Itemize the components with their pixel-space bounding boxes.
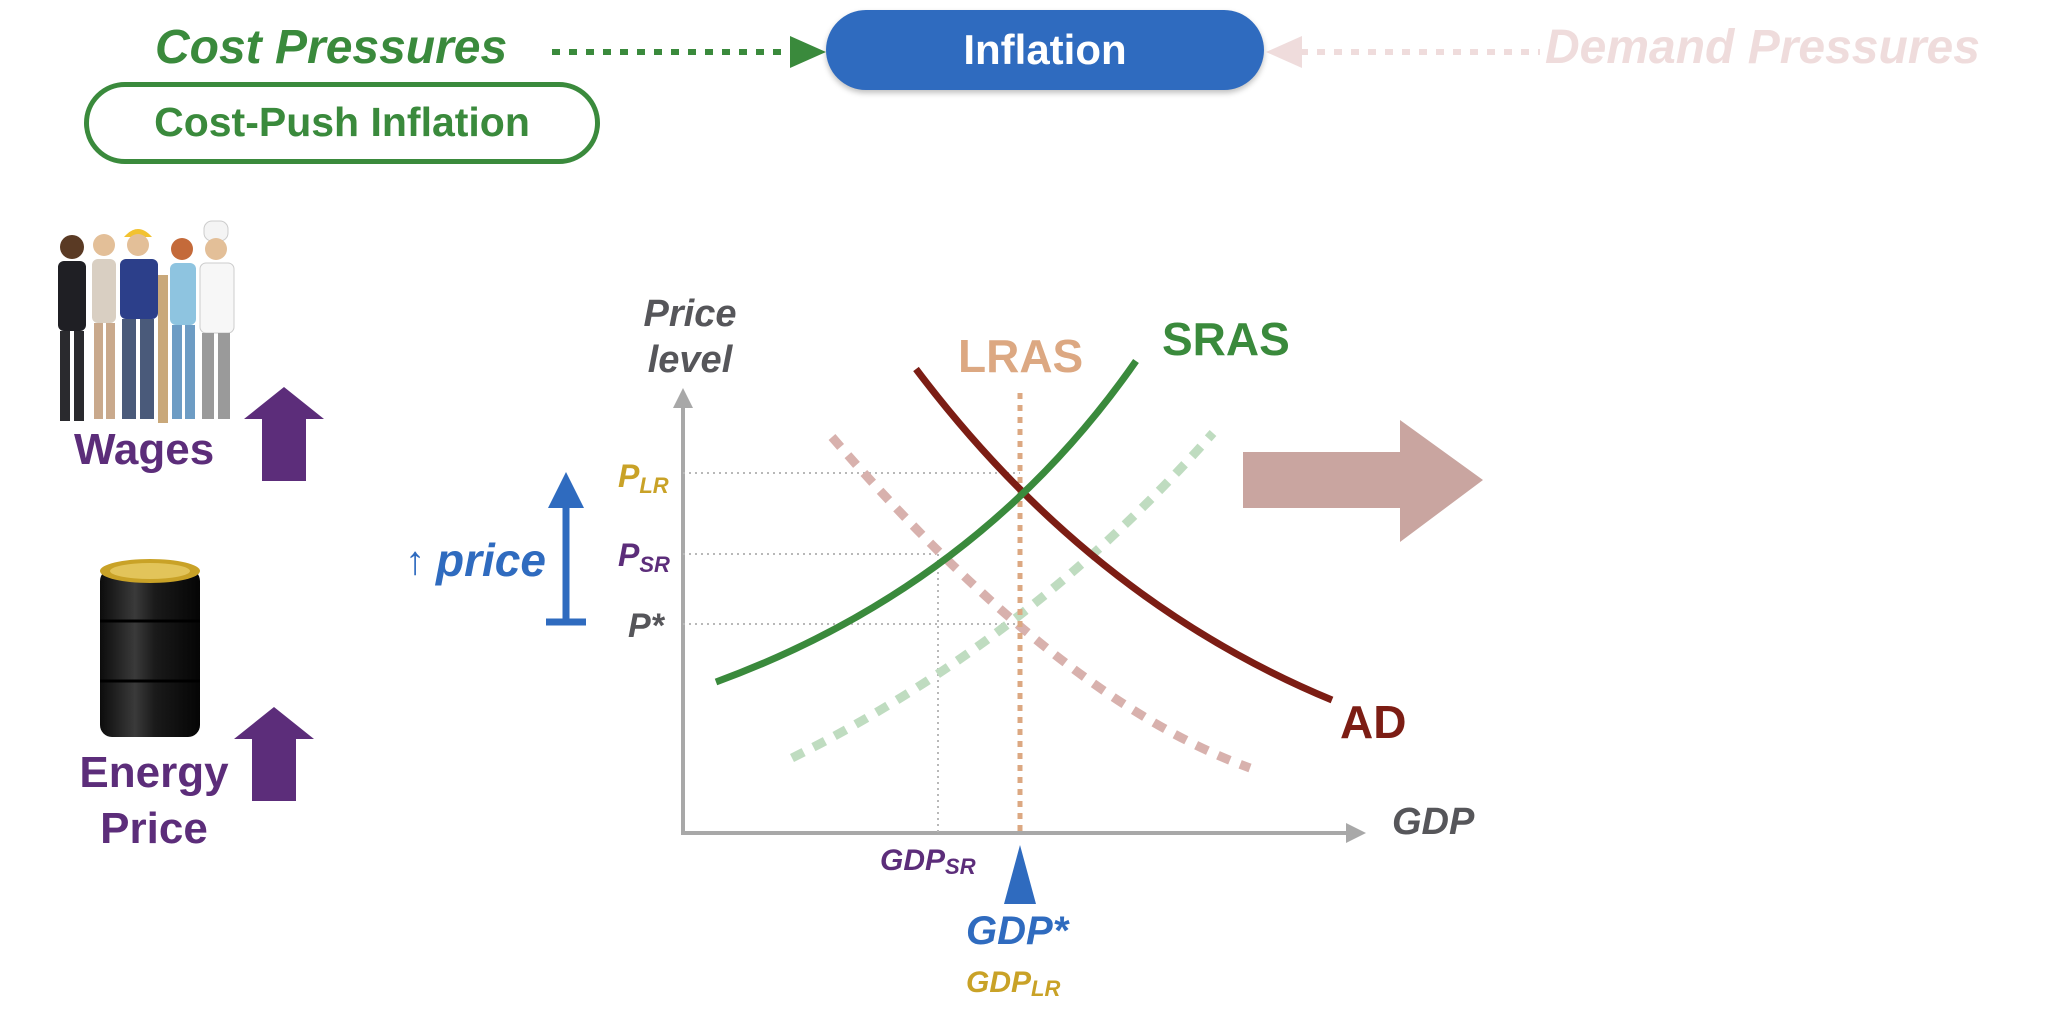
axes <box>673 388 1366 843</box>
energy-price-up-arrow-icon <box>234 707 314 801</box>
sras-curve <box>714 358 1139 686</box>
sras-label: SRAS <box>1162 313 1290 365</box>
p-sr-main: P <box>618 537 640 573</box>
gdp-lr-sub: LR <box>1031 976 1060 1001</box>
worker-businesswoman <box>58 235 86 421</box>
wages-up-arrow-icon <box>244 387 324 481</box>
y-axis-label-line1: Price <box>644 293 737 335</box>
inflation-badge <box>826 10 1264 90</box>
gdp-sr-label: GDPSR <box>880 844 976 879</box>
previous-ad-curve <box>828 434 1252 773</box>
p-lr-main: P <box>618 458 640 494</box>
gdp-lr-main: GDP <box>966 966 1032 999</box>
x-axis-label: GDP <box>1392 801 1475 843</box>
gdp-star-marker-icon <box>1004 845 1036 904</box>
wages-label: Wages <box>74 425 215 474</box>
x-axis-arrowhead <box>1346 823 1366 843</box>
p-star-label: P* <box>628 607 666 645</box>
gdp-lr-label: GDPLR <box>966 966 1060 1001</box>
cost-pressures-label: Cost Pressures <box>155 21 508 74</box>
ad-curve <box>913 366 1334 704</box>
energy-price-label: Energy Price <box>66 745 242 857</box>
guide-lines <box>683 472 1020 833</box>
cost-push-inflation-label: Cost-Push Inflation <box>154 99 530 145</box>
gdp-sr-main: GDP <box>880 844 946 877</box>
cost-push-box <box>84 82 600 164</box>
price-change-label: price <box>434 534 546 586</box>
price-increase-indicator <box>546 472 586 626</box>
gdp-star-label: GDP* <box>966 909 1071 953</box>
demand-pressures-arrow <box>1266 36 1540 68</box>
p-sr-label: PSR <box>618 537 670 577</box>
worker-chef <box>199 220 235 419</box>
header-arrows <box>552 36 1540 68</box>
worker-construction <box>120 229 168 423</box>
ad-shift-arrow-icon <box>1243 420 1483 542</box>
p-sr-sub: SR <box>639 552 670 577</box>
workers-image <box>58 220 235 423</box>
p-lr-label: PLR <box>618 458 669 498</box>
p-lr-sub: LR <box>639 473 668 498</box>
y-axis-label-line2: level <box>648 339 734 381</box>
cost-pressures-arrow <box>552 36 826 68</box>
energy-price-label-line1: Energy <box>79 748 229 797</box>
gdp-sr-sub: SR <box>945 854 976 879</box>
demand-pressures-label: Demand Pressures <box>1545 21 1980 74</box>
energy-price-label-line2: Price <box>100 804 208 853</box>
worker-nurse <box>170 238 196 419</box>
oil-barrel-image <box>100 559 200 737</box>
previous-sras-curve <box>790 430 1217 763</box>
worker-woman <box>92 234 116 419</box>
up-arrow-glyph: ↑ <box>405 539 425 583</box>
y-axis-arrowhead <box>673 388 693 408</box>
inflation-label: Inflation <box>963 26 1127 73</box>
lras-label: LRAS <box>958 330 1083 382</box>
ad-label: AD <box>1340 696 1406 748</box>
